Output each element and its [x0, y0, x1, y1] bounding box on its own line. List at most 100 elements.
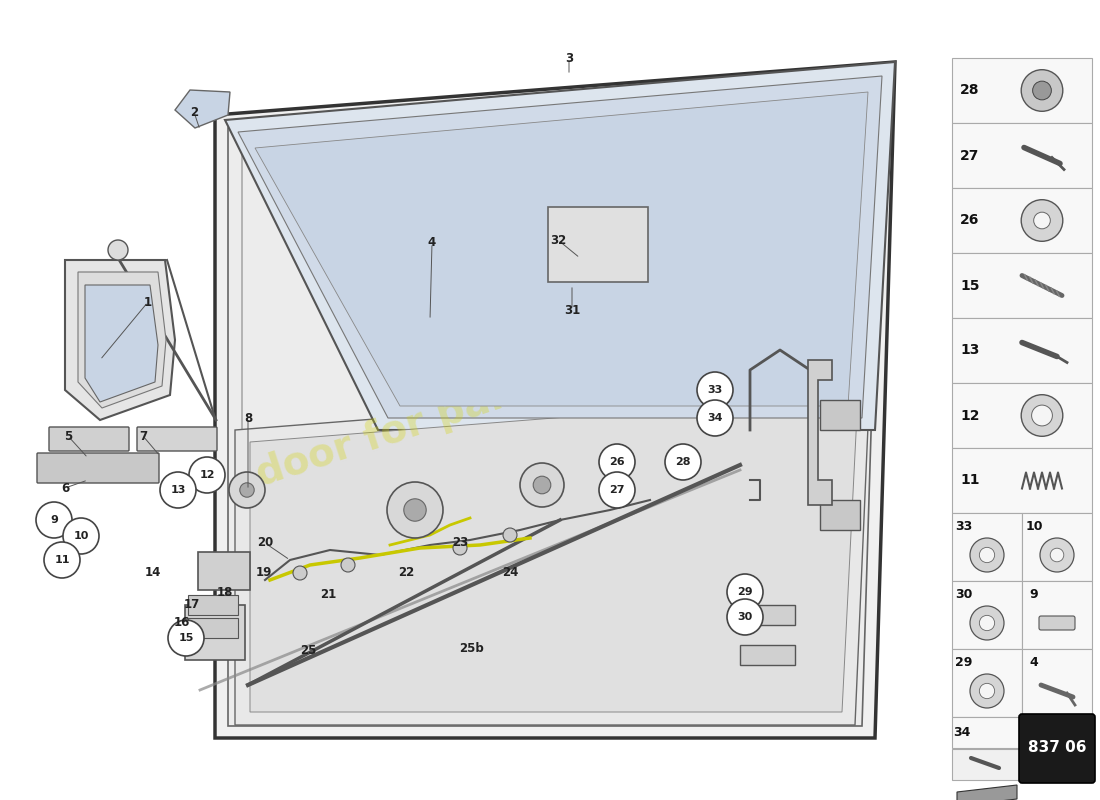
Text: 11: 11 [54, 555, 69, 565]
Text: 23: 23 [452, 535, 469, 549]
Text: door for parts since 1985: door for parts since 1985 [251, 286, 789, 494]
Text: 14: 14 [145, 566, 162, 579]
Circle shape [600, 472, 635, 508]
Text: 10: 10 [74, 531, 89, 541]
Circle shape [1040, 538, 1074, 572]
Circle shape [970, 606, 1004, 640]
Text: 33: 33 [707, 385, 723, 395]
Text: 15: 15 [960, 278, 980, 293]
FancyBboxPatch shape [952, 448, 1092, 513]
Circle shape [1021, 70, 1063, 111]
Polygon shape [78, 272, 166, 408]
Text: 29: 29 [955, 657, 972, 670]
Text: 27: 27 [960, 149, 980, 162]
Text: 16: 16 [174, 615, 190, 629]
Circle shape [979, 683, 994, 698]
Circle shape [36, 502, 72, 538]
Polygon shape [226, 62, 895, 430]
Circle shape [44, 542, 80, 578]
Text: 10: 10 [1025, 521, 1043, 534]
FancyBboxPatch shape [740, 605, 795, 625]
Text: 11: 11 [960, 474, 980, 487]
FancyBboxPatch shape [952, 123, 1092, 188]
Circle shape [453, 541, 468, 555]
Text: 9: 9 [51, 515, 58, 525]
Text: 1: 1 [144, 295, 152, 309]
FancyBboxPatch shape [198, 552, 250, 590]
Text: 21: 21 [320, 589, 337, 602]
Text: 34: 34 [707, 413, 723, 423]
Text: 19: 19 [256, 566, 272, 579]
Circle shape [1021, 394, 1063, 436]
Text: 32: 32 [550, 234, 566, 246]
Text: 29: 29 [737, 587, 752, 597]
FancyBboxPatch shape [820, 500, 860, 530]
FancyBboxPatch shape [185, 605, 245, 660]
Circle shape [600, 444, 635, 480]
Circle shape [341, 558, 355, 572]
Text: 26: 26 [960, 214, 980, 227]
Circle shape [1034, 212, 1050, 229]
Circle shape [293, 566, 307, 580]
Circle shape [404, 499, 426, 522]
Circle shape [1021, 200, 1063, 242]
Text: 12: 12 [960, 409, 980, 422]
FancyBboxPatch shape [952, 318, 1092, 383]
Text: 4: 4 [1030, 657, 1038, 670]
Text: 7: 7 [139, 430, 147, 442]
Circle shape [229, 472, 265, 508]
Text: 33: 33 [956, 521, 972, 534]
FancyBboxPatch shape [548, 207, 648, 282]
Circle shape [970, 538, 1004, 572]
Polygon shape [255, 92, 868, 406]
Polygon shape [228, 76, 882, 726]
Text: 5: 5 [64, 430, 73, 442]
FancyBboxPatch shape [1022, 581, 1092, 649]
Text: 25b: 25b [460, 642, 484, 654]
FancyBboxPatch shape [952, 649, 1022, 717]
Text: 4: 4 [428, 237, 436, 250]
Polygon shape [957, 785, 1018, 800]
Circle shape [160, 472, 196, 508]
Text: since
1985: since 1985 [534, 146, 826, 354]
Circle shape [697, 400, 733, 436]
Circle shape [63, 518, 99, 554]
Text: 24: 24 [502, 566, 518, 578]
Text: 26: 26 [609, 457, 625, 467]
FancyBboxPatch shape [740, 645, 795, 665]
Text: 9: 9 [1030, 589, 1038, 602]
FancyBboxPatch shape [952, 383, 1092, 448]
FancyBboxPatch shape [952, 749, 1022, 780]
Text: 31: 31 [564, 303, 580, 317]
Circle shape [979, 547, 994, 562]
Polygon shape [175, 90, 230, 128]
Circle shape [1032, 405, 1053, 426]
Polygon shape [238, 76, 882, 418]
Text: 17: 17 [184, 598, 200, 611]
FancyBboxPatch shape [952, 58, 1092, 123]
Circle shape [727, 574, 763, 610]
Text: 25: 25 [300, 643, 316, 657]
Circle shape [520, 463, 564, 507]
Circle shape [666, 444, 701, 480]
Polygon shape [65, 260, 175, 420]
Circle shape [387, 482, 443, 538]
Text: 13: 13 [170, 485, 186, 495]
Circle shape [970, 674, 1004, 708]
Text: 28: 28 [960, 83, 980, 98]
Circle shape [1050, 548, 1064, 562]
Text: 18: 18 [217, 586, 233, 598]
Circle shape [240, 482, 254, 497]
FancyBboxPatch shape [1019, 714, 1094, 783]
FancyBboxPatch shape [50, 427, 129, 451]
Circle shape [168, 620, 204, 656]
FancyBboxPatch shape [820, 400, 860, 430]
Text: 6: 6 [60, 482, 69, 494]
FancyBboxPatch shape [952, 188, 1092, 253]
Text: 30: 30 [955, 589, 972, 602]
FancyBboxPatch shape [952, 253, 1092, 318]
FancyBboxPatch shape [952, 717, 1022, 748]
FancyBboxPatch shape [188, 595, 238, 615]
Polygon shape [235, 380, 870, 725]
FancyBboxPatch shape [952, 581, 1022, 649]
